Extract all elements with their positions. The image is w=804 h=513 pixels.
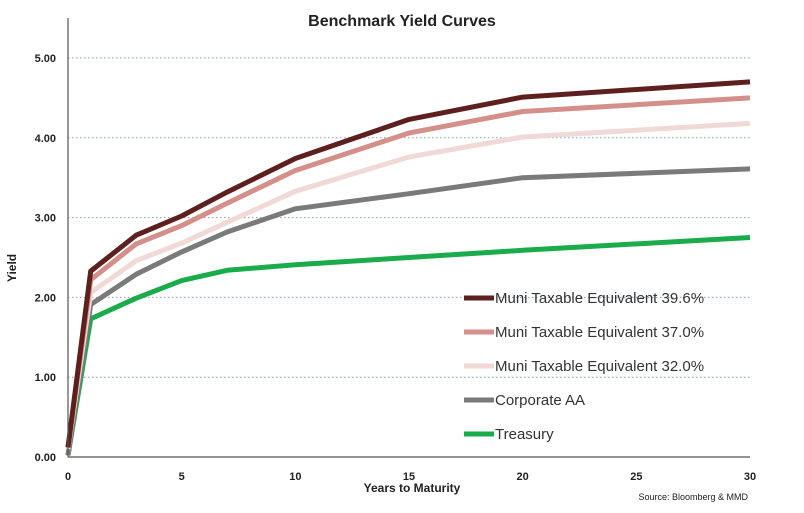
legend-label: Muni Taxable Equivalent 32.0% — [495, 358, 704, 375]
x-tick-label: 25 — [630, 471, 642, 483]
series-line — [65, 235, 751, 456]
x-tick-label: 10 — [289, 471, 301, 483]
series-line — [65, 166, 751, 456]
y-tick-label: 4.00 — [35, 133, 56, 145]
axes — [67, 18, 750, 458]
x-tick-label: 15 — [403, 471, 415, 483]
series-lines — [65, 79, 751, 456]
series-line — [65, 120, 751, 450]
source-note: Source: Bloomberg & MMD — [638, 492, 748, 502]
gridlines — [68, 57, 750, 378]
y-tick-label: 0.00 — [35, 452, 56, 464]
x-tick-label: 0 — [65, 471, 71, 483]
x-tick-label: 5 — [179, 471, 185, 483]
legend-label: Treasury — [495, 426, 554, 443]
x-tick-label: 30 — [744, 471, 756, 483]
x-tick-label: 20 — [517, 471, 529, 483]
y-tick-label: 3.00 — [35, 213, 56, 225]
legend-label: Muni Taxable Equivalent 39.6% — [495, 290, 704, 307]
y-axis-label: Yield — [5, 254, 19, 282]
x-tick-labels: 0 5 10 15 20 25 30 — [65, 471, 756, 483]
legend: Muni Taxable Equivalent 39.6% Muni Taxabl… — [464, 290, 704, 443]
y-tick-label: 2.00 — [35, 292, 56, 304]
chart-title: Benchmark Yield Curves — [308, 13, 496, 30]
series-line — [65, 95, 751, 448]
y-tick-label: 5.00 — [35, 53, 56, 65]
y-tick-label: 1.00 — [35, 372, 56, 384]
y-tick-labels: 0.00 1.00 2.00 3.00 4.00 5.00 — [35, 53, 56, 464]
legend-label: Muni Taxable Equivalent 37.0% — [495, 324, 704, 341]
legend-label: Corporate AA — [495, 392, 585, 409]
series-line — [65, 79, 751, 448]
x-axis-label: Years to Maturity — [364, 481, 461, 495]
